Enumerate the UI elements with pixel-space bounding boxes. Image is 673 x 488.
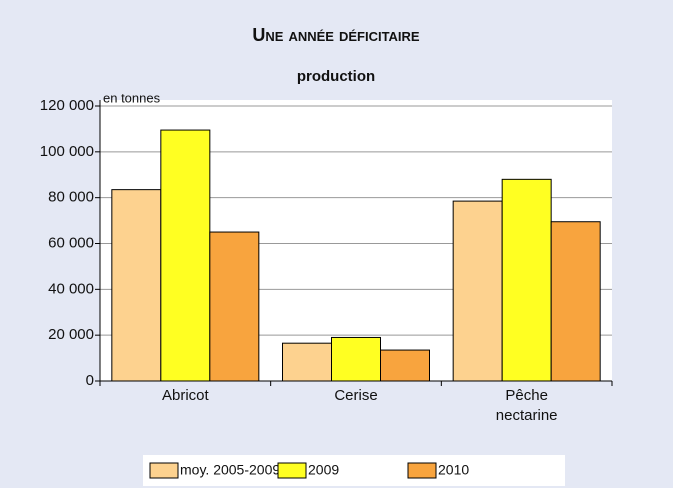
bar bbox=[160, 129, 211, 382]
x-tick-label: Pêche nectarine bbox=[495, 387, 558, 424]
legend-label: moy. 2005-2009 bbox=[180, 462, 280, 478]
legend-label: 2009 bbox=[308, 462, 339, 478]
y-tick-label: 60 000 bbox=[48, 234, 94, 251]
legend bbox=[143, 455, 565, 486]
legend-swatch bbox=[149, 462, 179, 479]
y-tick-label: 40 000 bbox=[48, 280, 94, 297]
chart-subtitle: production bbox=[297, 68, 375, 85]
bar bbox=[209, 231, 260, 382]
y-tick-label: 20 000 bbox=[48, 326, 94, 343]
legend-swatch bbox=[407, 462, 437, 479]
legend-label: 2010 bbox=[438, 462, 469, 478]
bar bbox=[331, 336, 381, 382]
y-tick-label: 80 000 bbox=[48, 189, 94, 206]
chart-title: Une année déficitaire bbox=[252, 25, 420, 45]
x-tick-label: Abricot bbox=[161, 387, 209, 404]
legend-swatch bbox=[277, 462, 307, 479]
bar bbox=[380, 349, 430, 382]
y-unit: en tonnes bbox=[103, 90, 161, 105]
x-tick-label: Cerise bbox=[334, 387, 378, 404]
bar bbox=[501, 178, 552, 382]
y-tick-label: 120 000 bbox=[40, 97, 94, 114]
bar bbox=[111, 189, 162, 382]
bar bbox=[452, 200, 503, 382]
y-tick-label: 0 bbox=[86, 372, 94, 389]
y-tick-label: 100 000 bbox=[40, 143, 94, 160]
bar bbox=[550, 221, 601, 382]
bar bbox=[282, 342, 332, 382]
